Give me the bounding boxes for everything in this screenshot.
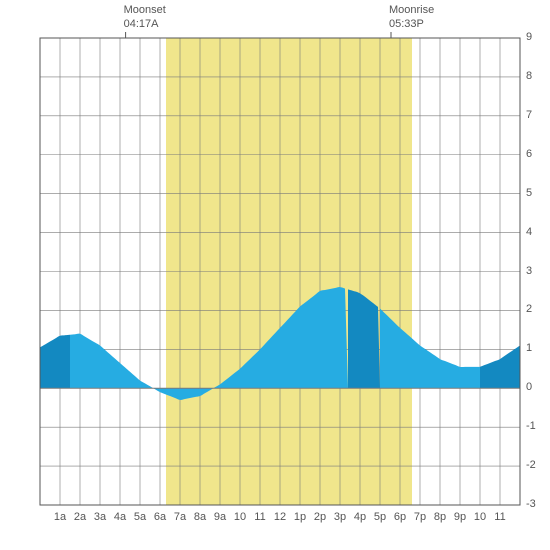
event-title: Moonrise	[389, 3, 434, 17]
ytick-label: 0	[526, 381, 532, 393]
ytick-label: -3	[526, 498, 536, 510]
chart-svg	[0, 0, 550, 550]
xtick-label: 2a	[74, 511, 86, 523]
xtick-label: 12	[274, 511, 286, 523]
event-title: Moonset	[124, 3, 166, 17]
xtick-label: 10	[474, 511, 486, 523]
xtick-label: 9a	[214, 511, 226, 523]
ytick-label: 2	[526, 303, 532, 315]
xtick-label: 7a	[174, 511, 186, 523]
ytick-label: 7	[526, 109, 532, 121]
xtick-label: 8p	[434, 511, 446, 523]
xtick-label: 9p	[454, 511, 466, 523]
xtick-label: 8a	[194, 511, 206, 523]
xtick-label: 7p	[414, 511, 426, 523]
ytick-label: -1	[526, 420, 536, 432]
xtick-label: 11	[494, 511, 505, 523]
xtick-label: 2p	[314, 511, 326, 523]
xtick-label: 10	[234, 511, 246, 523]
moon-event-label: Moonset04:17A	[124, 3, 166, 32]
ytick-label: 3	[526, 265, 532, 277]
tide-chart: -3-2-101234567891a2a3a4a5a6a7a8a9a101112…	[0, 0, 550, 550]
event-time: 04:17A	[124, 17, 166, 31]
xtick-label: 6a	[154, 511, 166, 523]
xtick-label: 6p	[394, 511, 406, 523]
xtick-label: 4p	[354, 511, 366, 523]
ytick-label: 5	[526, 187, 532, 199]
ytick-label: 1	[526, 342, 532, 354]
ytick-label: -2	[526, 459, 536, 471]
xtick-label: 5a	[134, 511, 146, 523]
xtick-label: 11	[254, 511, 265, 523]
xtick-label: 3p	[334, 511, 346, 523]
event-time: 05:33P	[389, 17, 434, 31]
xtick-label: 1p	[294, 511, 306, 523]
xtick-label: 3a	[94, 511, 106, 523]
ytick-label: 8	[526, 70, 532, 82]
ytick-label: 6	[526, 148, 532, 160]
ytick-label: 4	[526, 226, 532, 238]
ytick-label: 9	[526, 31, 532, 43]
moon-event-label: Moonrise05:33P	[389, 3, 434, 32]
xtick-label: 5p	[374, 511, 386, 523]
xtick-label: 4a	[114, 511, 126, 523]
xtick-label: 1a	[54, 511, 66, 523]
